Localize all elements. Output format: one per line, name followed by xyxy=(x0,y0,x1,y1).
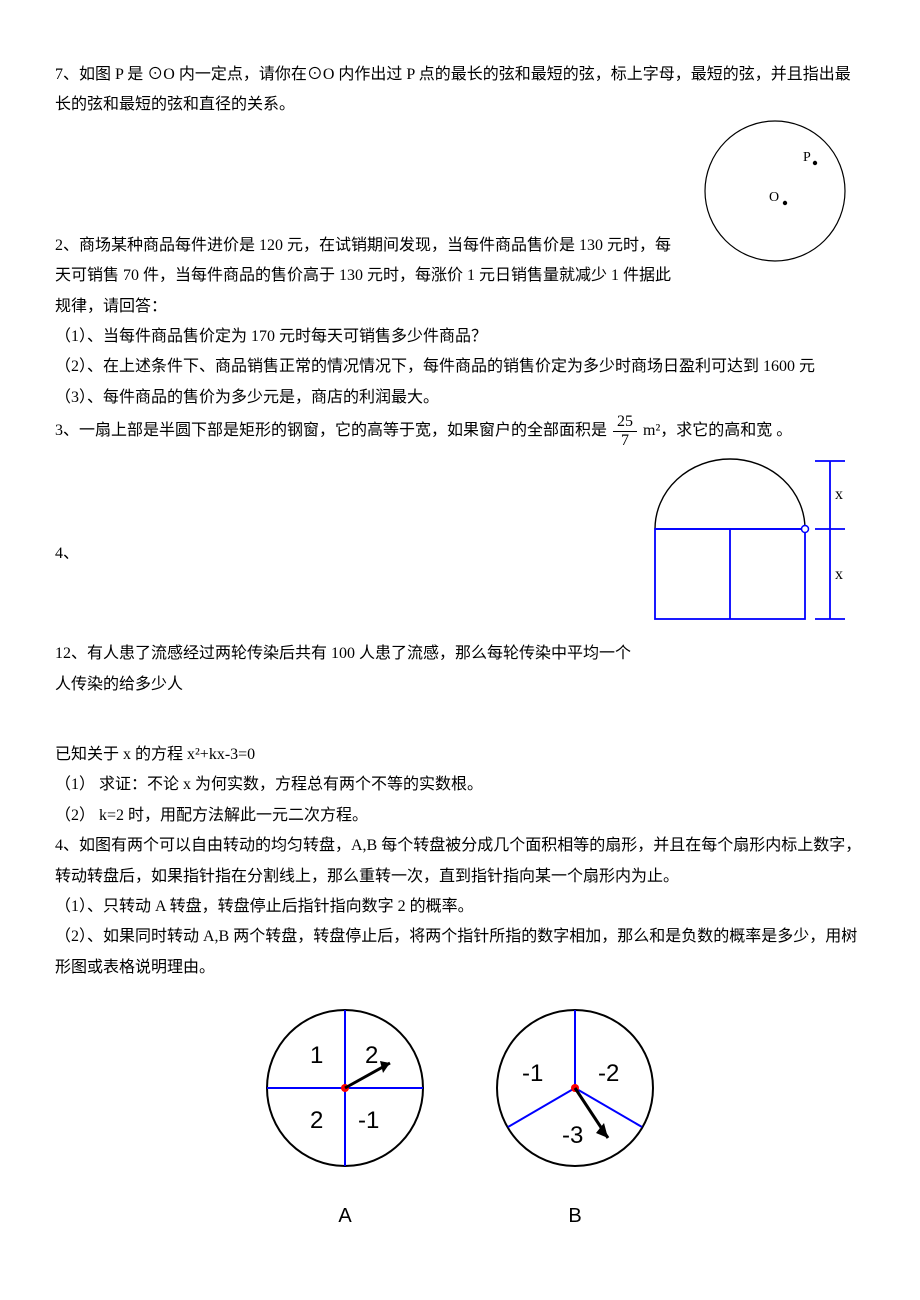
spinner-b-label: B xyxy=(490,1197,660,1235)
qeq-line3: （2） k=2 时，用配方法解此一元二次方程。 xyxy=(55,801,865,831)
window-x1: x xyxy=(835,486,843,503)
q2-p1: （1）、当每件商品售价定为 170 元时每天可销售多少件商品？ xyxy=(55,322,865,352)
spinner-a-br: -1 xyxy=(358,1107,379,1134)
spinner-a-bl: 2 xyxy=(310,1107,323,1134)
q12-text: 12、有人患了流感经过两轮传染后共有 100 人患了流感，那么每轮传染中平均一个… xyxy=(55,639,865,700)
q3-post: m²，求它的高和宽 。 xyxy=(643,422,792,439)
figure-circle-op: O P xyxy=(695,111,855,271)
spinner-b-right: -2 xyxy=(598,1060,619,1087)
q2-p3: （3）、每件商品的售价为多少元是，商店的利润最大。 xyxy=(55,383,865,413)
spinner-a-wrap: 1 2 2 -1 A xyxy=(260,1003,430,1234)
qeq-line2: （1） 求证：不论 x 为何实数，方程总有两个不等的实数根。 xyxy=(55,770,865,800)
q3-frac-den: 7 xyxy=(613,431,637,450)
q3-fraction: 25 7 xyxy=(613,413,637,449)
spinner-b: -1 -2 -3 xyxy=(490,1003,660,1173)
qeq-line1: 已知关于 x 的方程 x²+kx-3=0 xyxy=(55,740,865,770)
spinner-b-bottom: -3 xyxy=(562,1122,583,1149)
spinners-row: 1 2 2 -1 A -1 -2 -3 B xyxy=(55,1003,865,1234)
spinner-a-tl: 1 xyxy=(310,1042,323,1069)
spinner-a-tr: 2 xyxy=(365,1042,378,1069)
spinner-a: 1 2 2 -1 xyxy=(260,1003,430,1173)
figure-window: x x xyxy=(635,449,855,639)
q3-pre: 3、一扇上部是半圆下部是矩形的钢窗，它的高等于宽，如果窗户的全部面积是 xyxy=(55,422,607,439)
label-o: O xyxy=(769,190,779,205)
q3-frac-num: 25 xyxy=(613,413,637,431)
q4b-p2: （2）、如果同时转动 A,B 两个转盘，转盘停止后，将两个指针所指的数字相加，那… xyxy=(55,922,865,983)
q4b-intro: 4、如图有两个可以自由转动的均匀转盘，A,B 每个转盘被分成几个面积相等的扇形，… xyxy=(55,831,865,892)
spinner-b-wrap: -1 -2 -3 B xyxy=(490,1003,660,1234)
window-x2: x xyxy=(835,566,843,583)
spinner-b-left: -1 xyxy=(522,1060,543,1087)
q3-text: 3、一扇上部是半圆下部是矩形的钢窗，它的高等于宽，如果窗户的全部面积是 25 7… xyxy=(55,413,865,449)
q2-p2: （2）、在上述条件下、商品销售正常的情况情况下，每件商品的销售价定为多少时商场日… xyxy=(55,352,865,382)
label-p: P xyxy=(803,150,811,165)
q4b-p1: （1）、只转动 A 转盘，转盘停止后指针指向数字 2 的概率。 xyxy=(55,892,865,922)
spinner-a-label: A xyxy=(260,1197,430,1235)
